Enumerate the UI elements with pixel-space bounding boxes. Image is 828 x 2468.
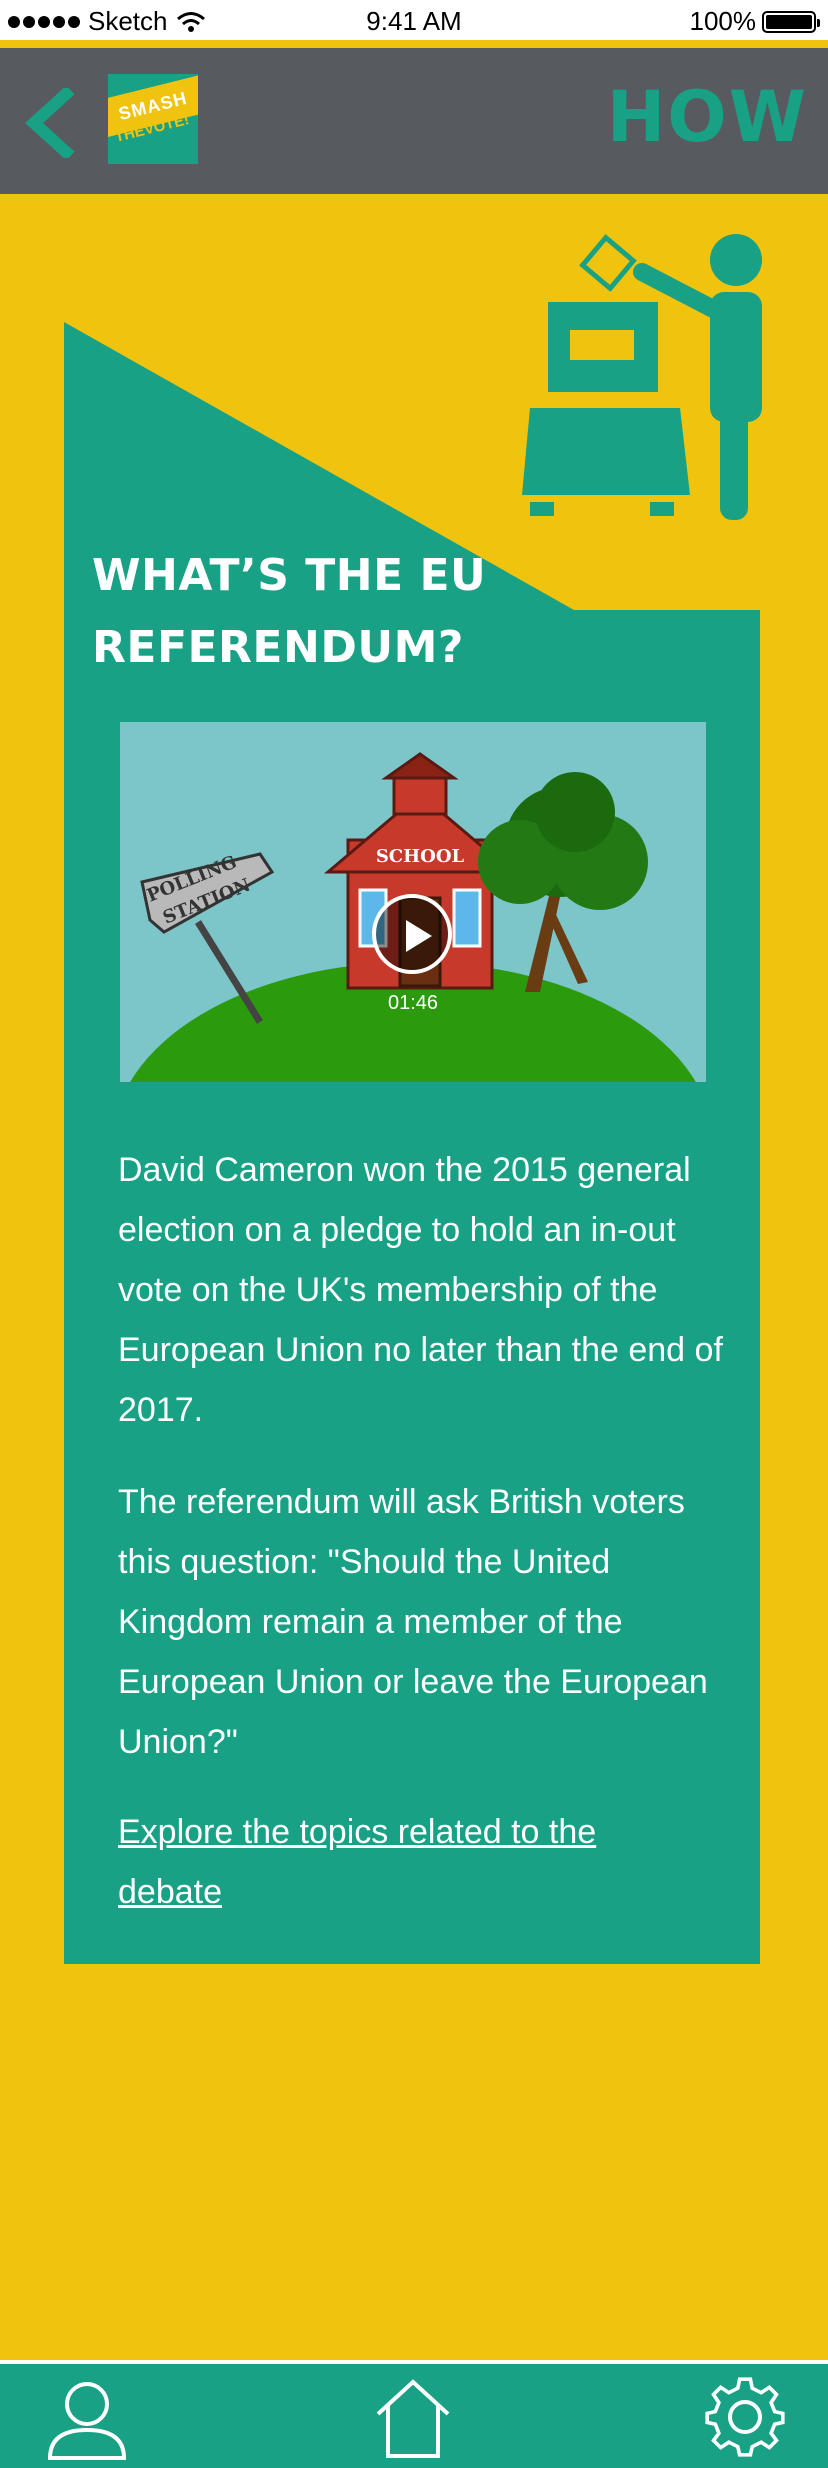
card-title-line2: REFERENDUM? <box>92 622 464 673</box>
app-logo[interactable]: SMASH THEVOTE! <box>108 74 198 164</box>
user-icon[interactable] <box>42 2374 132 2460</box>
tab-bar <box>0 2364 828 2468</box>
video-player[interactable]: POLLING STATION SCHOOL 01:46 <box>120 722 706 1082</box>
signal-icon <box>8 15 80 28</box>
status-time: 9:41 AM <box>366 6 462 36</box>
video-duration: 01:46 <box>387 992 439 1014</box>
card-title-line1: WHAT’S THE EU <box>92 550 487 601</box>
battery-icon <box>762 10 820 33</box>
page-title: HOW <box>606 76 808 158</box>
status-bar: Sketch 9:41 AM 100% <box>0 0 828 40</box>
carrier-label: Sketch <box>88 6 168 36</box>
status-left: Sketch <box>8 6 206 37</box>
status-accent-line <box>0 40 828 48</box>
ballot-voter-icon <box>522 234 762 520</box>
paragraph-2: The referendum will ask British voters t… <box>118 1483 708 1761</box>
wifi-icon <box>176 11 205 32</box>
gear-icon[interactable] <box>700 2374 790 2460</box>
card-title: WHAT’S THE EU REFERENDUM? <box>92 540 512 684</box>
building-text: SCHOOL <box>376 846 465 867</box>
tabbar-divider <box>0 2360 828 2364</box>
explore-topics-link[interactable]: Explore the topics related to the debate <box>118 1813 597 1911</box>
battery-percentage: 100% <box>689 6 757 36</box>
app-header: SMASH THEVOTE! HOW <box>0 48 828 194</box>
back-chevron-icon[interactable] <box>22 88 78 158</box>
home-icon[interactable] <box>368 2374 458 2460</box>
paragraph-1: David Cameron won the 2015 general elect… <box>118 1151 723 1429</box>
play-button[interactable] <box>372 894 452 974</box>
status-right: 100% <box>689 6 820 37</box>
